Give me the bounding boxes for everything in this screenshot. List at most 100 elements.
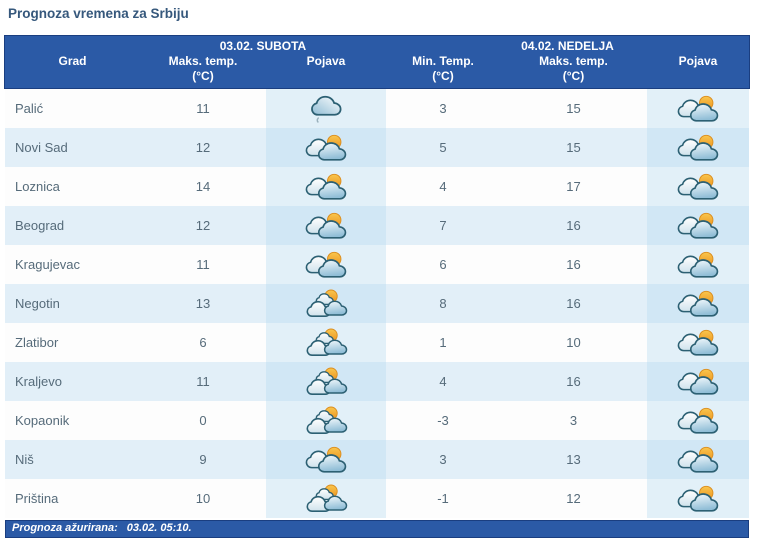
- sunday-min-temp: 4: [439, 374, 447, 389]
- partly-cloudy-icon: [676, 366, 720, 397]
- saturday-weather-cell: [266, 323, 386, 362]
- city-name: Niš: [15, 452, 34, 467]
- partly-cloudy-icon: [304, 444, 348, 475]
- partly-cloudy-icon: [304, 171, 348, 202]
- table-row: Priština 10 -1 12: [5, 479, 749, 518]
- saturday-max-temp: 9: [199, 452, 207, 467]
- header-date-saturday: 03.02. SUBOTA: [219, 39, 307, 53]
- column-label: Min. Temp.: [412, 54, 474, 68]
- partly-cloudy-icon: [676, 483, 720, 514]
- sunday-min-temp: 7: [439, 218, 447, 233]
- saturday-weather-cell: [266, 206, 386, 245]
- sun-and-clouds-icon: [304, 327, 348, 358]
- saturday-weather-cell: [266, 245, 386, 284]
- table-row: Palić 11 3 15: [5, 89, 749, 128]
- table-row: Loznica 14 4 17: [5, 167, 749, 206]
- sunday-weather-cell: [647, 479, 749, 518]
- sunday-max-temp: 16: [566, 218, 581, 233]
- table-header: 03.02. SUBOTA 04.02. NEDELJA Grad Maks. …: [4, 35, 750, 89]
- saturday-weather-cell: [266, 401, 386, 440]
- page-title: Prognoza vremena za Srbiju: [8, 6, 189, 21]
- column-unit: (°C): [192, 69, 214, 83]
- partly-cloudy-icon: [676, 171, 720, 202]
- column-header-city: Grad: [58, 54, 87, 68]
- sunday-max-temp: 3: [569, 413, 578, 428]
- saturday-weather-cell: [266, 89, 386, 128]
- column-header-sat-pojava: Pojava: [306, 54, 346, 68]
- sunday-min-temp: 3: [439, 101, 447, 116]
- sunday-weather-cell: [647, 245, 749, 284]
- forecast-table: 03.02. SUBOTA 04.02. NEDELJA Grad Maks. …: [4, 35, 750, 538]
- sunday-weather-cell: [647, 323, 749, 362]
- table-row: Niš 9 3 13: [5, 440, 749, 479]
- partly-cloudy-icon: [676, 444, 720, 475]
- saturday-max-temp: 11: [196, 374, 210, 389]
- sunday-max-temp: 10: [566, 335, 581, 350]
- sunday-weather-cell: [647, 362, 749, 401]
- partly-cloudy-icon: [676, 405, 720, 436]
- column-header-sun-min-temp: Min. Temp. (°C): [386, 54, 500, 84]
- saturday-max-temp: 10: [195, 491, 211, 506]
- sunday-min-temp: -1: [437, 491, 449, 506]
- sunday-weather-cell: [647, 206, 749, 245]
- updated-label: Prognoza ažurirana:: [12, 522, 118, 534]
- partly-cloudy-icon: [676, 249, 720, 280]
- saturday-max-temp: 6: [199, 335, 207, 350]
- sunday-max-temp: 12: [566, 491, 581, 506]
- partly-cloudy-icon: [304, 132, 348, 163]
- sunday-max-temp: 16: [566, 374, 581, 389]
- sunday-weather-cell: [647, 167, 749, 206]
- sun-and-clouds-icon: [304, 405, 348, 436]
- column-header-sun-max-temp: Maks. temp. (°C): [500, 54, 647, 84]
- sunday-weather-cell: [647, 440, 749, 479]
- city-name: Palić: [15, 101, 44, 116]
- column-header-sun-pojava: Pojava: [678, 54, 718, 68]
- table-body: Palić 11 3 15 Novi Sad 12 5 15 Loznica 1…: [5, 89, 749, 518]
- saturday-max-temp: 0: [199, 413, 207, 428]
- sunday-min-temp: 6: [439, 257, 447, 272]
- partly-cloudy-icon: [676, 327, 720, 358]
- saturday-weather-cell: [266, 440, 386, 479]
- city-name: Kragujevac: [15, 257, 81, 272]
- city-name: Kraljevo: [15, 374, 62, 389]
- sun-and-clouds-icon: [304, 483, 348, 514]
- table-row: Kraljevo 11 4 16: [5, 362, 749, 401]
- city-name: Beograd: [15, 218, 65, 233]
- city-name: Negotin: [15, 296, 60, 311]
- sun-and-clouds-icon: [304, 366, 348, 397]
- sunday-min-temp: 1: [439, 335, 447, 350]
- updated-time: 03.02. 05:10.: [126, 522, 192, 534]
- city-name: Novi Sad: [15, 140, 68, 155]
- sunday-min-temp: 4: [439, 179, 447, 194]
- city-name: Loznica: [15, 179, 60, 194]
- column-header-sat-max-temp: Maks. temp. (°C): [140, 54, 266, 84]
- city-name: Zlatibor: [15, 335, 59, 350]
- table-row: Kopaonik 0 -3 3: [5, 401, 749, 440]
- column-label: Maks. temp.: [168, 54, 238, 68]
- column-label: Maks. temp.: [539, 54, 608, 68]
- sunday-max-temp: 16: [566, 257, 581, 272]
- saturday-weather-cell: [266, 362, 386, 401]
- partly-cloudy-icon: [676, 93, 720, 124]
- saturday-max-temp: 12: [195, 140, 211, 155]
- saturday-weather-cell: [266, 479, 386, 518]
- sunday-max-temp: 15: [566, 140, 581, 155]
- saturday-max-temp: 11: [196, 257, 210, 272]
- saturday-weather-cell: [266, 167, 386, 206]
- city-name: Priština: [15, 491, 59, 506]
- saturday-max-temp: 11: [196, 101, 210, 116]
- saturday-max-temp: 13: [195, 296, 211, 311]
- sunday-weather-cell: [647, 401, 749, 440]
- partly-cloudy-icon: [304, 249, 348, 280]
- header-date-sunday: 04.02. NEDELJA: [521, 39, 614, 53]
- table-row: Negotin 13 8 16: [5, 284, 749, 323]
- saturday-weather-cell: [266, 284, 386, 323]
- table-row: Novi Sad 12 5 15: [5, 128, 749, 167]
- saturday-max-temp: 14: [195, 179, 211, 194]
- table-footer: Prognoza ažurirana: 03.02. 05:10.: [5, 520, 749, 538]
- sunday-min-temp: 8: [439, 296, 447, 311]
- saturday-weather-cell: [266, 128, 386, 167]
- sun-and-clouds-icon: [304, 288, 348, 319]
- city-name: Kopaonik: [15, 413, 70, 428]
